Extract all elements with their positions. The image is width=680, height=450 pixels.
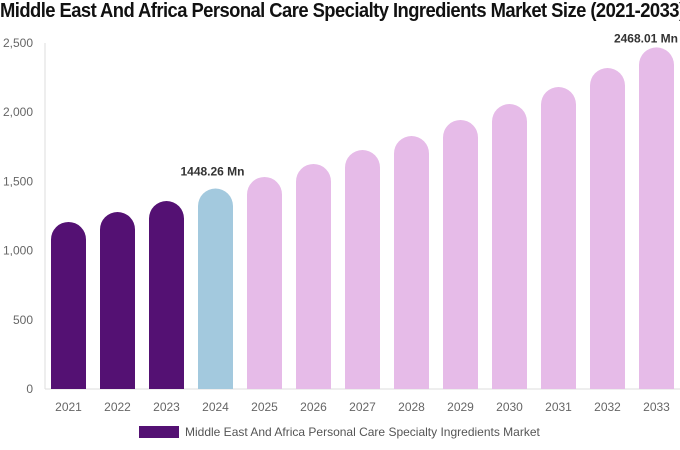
bar-2022 [100,211,135,389]
x-tick-label: 2028 [398,400,425,414]
data-label: 2468.01 Mn [614,31,678,45]
y-tick-label: 1,000 [3,244,33,258]
bar-2032 [590,68,625,389]
bar-2023 [149,201,184,389]
y-tick-label: 1,500 [3,174,33,188]
bar-2026 [296,163,331,389]
y-tick-label: 2,000 [3,105,33,119]
x-tick-label: 2031 [545,400,572,414]
x-tick-label: 2032 [594,400,621,414]
y-tick-label: 2,500 [3,36,33,50]
x-tick-label: 2024 [202,400,229,414]
y-tick-label: 500 [13,313,33,327]
legend-label: Middle East And Africa Personal Care Spe… [185,425,540,439]
x-tick-label: 2027 [349,400,376,414]
x-tick-label: 2029 [447,400,474,414]
legend-swatch [139,426,179,438]
bar-2029 [443,119,478,390]
x-tick-label: 2022 [104,400,131,414]
x-tick-label: 2026 [300,400,327,414]
x-tick-label: 2023 [153,400,180,414]
bar-2021 [51,221,86,389]
x-tick-label: 2033 [643,400,670,414]
bar-2025 [247,176,282,389]
y-tick-label: 0 [26,382,33,396]
bar-2030 [492,104,527,390]
bar-2024 [198,188,233,389]
bar-2031 [541,87,576,389]
bar-2028 [394,136,429,389]
x-tick-label: 2025 [251,400,278,414]
x-tick-label: 2030 [496,400,523,414]
chart-title: Middle East And Africa Personal Care Spe… [0,0,680,22]
legend[interactable]: Middle East And Africa Personal Care Spe… [139,425,540,439]
bar-2033 [639,47,674,389]
x-tick-label: 2021 [55,400,82,414]
data-label: 1448.26 Mn [180,165,244,179]
bar-2027 [345,149,380,389]
